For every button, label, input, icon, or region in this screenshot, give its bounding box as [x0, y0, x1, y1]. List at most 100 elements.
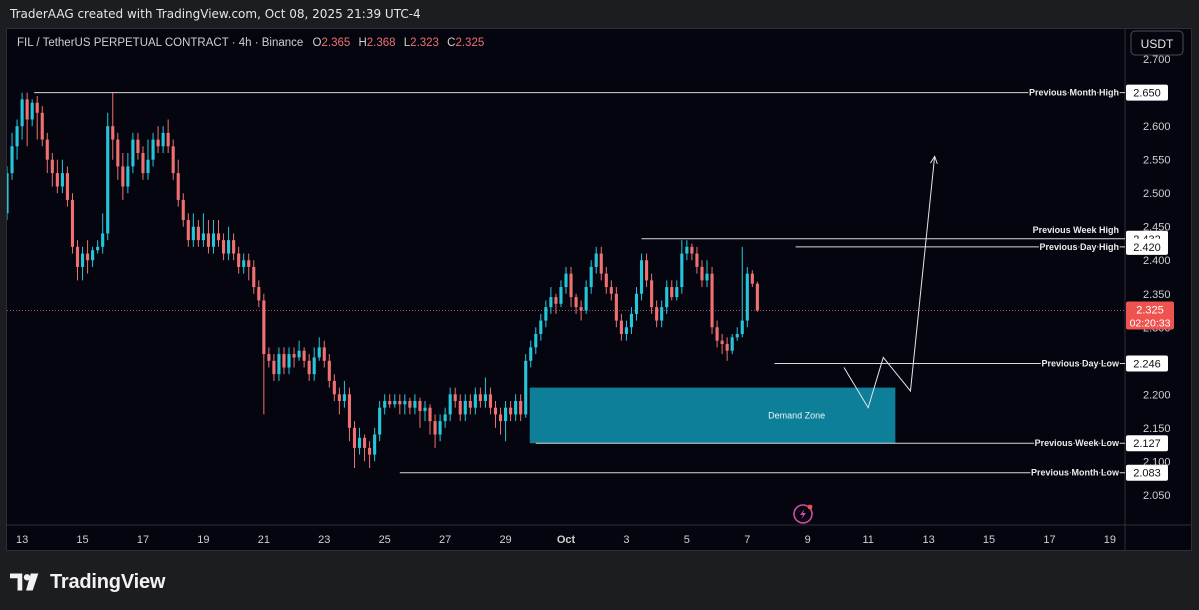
candle-body: [524, 360, 528, 415]
time-axis[interactable]: 13 15 17 19 21 23 25 27 29 Oct 3 5 7 9 11 13 15 17 19: [16, 534, 1116, 546]
open-value: 2.365: [321, 37, 350, 49]
candle-body: [514, 401, 518, 415]
candle-body: [468, 401, 472, 408]
demand-zone: [529, 387, 896, 444]
last-price-tag: [1126, 301, 1174, 330]
level-price-tag: [1126, 464, 1168, 481]
price-axis[interactable]: 2.0502.1002.1502.2002.3002.3502.4002.450…: [1126, 54, 1174, 502]
candle-body: [690, 246, 694, 254]
candle-body: [388, 401, 392, 405]
candle-body: [297, 350, 301, 358]
currency-button[interactable]: USDT: [1141, 37, 1174, 51]
candles: [7, 92, 759, 469]
currency-button-frame[interactable]: [1130, 30, 1184, 56]
candle-body: [201, 233, 205, 241]
time-tick-label: 19: [197, 534, 209, 546]
brand-name: TradingView: [50, 570, 166, 593]
candle-body: [252, 266, 256, 288]
candle-body: [262, 300, 266, 355]
candle-body: [282, 354, 286, 368]
candle-body: [373, 434, 377, 455]
candle-body: [131, 139, 135, 167]
candle-body: [569, 273, 573, 298]
candle-body: [10, 146, 14, 174]
candle-body: [327, 360, 331, 381]
candle-body: [624, 327, 628, 334]
time-tick-label: 13: [16, 534, 28, 546]
time-tick-label: 15: [76, 534, 88, 546]
candle-body: [206, 233, 211, 247]
candle-body: [685, 246, 689, 254]
price-tick-label: 2.200: [1143, 389, 1171, 401]
low-label: L: [404, 37, 411, 49]
price-tick-label: 2.150: [1143, 423, 1171, 435]
candle-body: [196, 226, 200, 241]
candle-body: [247, 260, 251, 267]
candle-body: [337, 394, 341, 401]
candle-body: [30, 102, 34, 120]
candle-body: [614, 293, 618, 321]
candle-body: [478, 394, 482, 401]
candle-body: [584, 287, 588, 311]
candle-body: [35, 102, 39, 113]
candle-body: [307, 360, 311, 375]
high-value: 2.368: [367, 37, 396, 49]
candle-body: [428, 407, 432, 422]
candle-body: [116, 139, 120, 167]
candle-body: [368, 447, 372, 455]
candle-body: [272, 360, 276, 375]
price-tick-label: 2.550: [1143, 155, 1171, 167]
candle-body: [529, 347, 533, 361]
price-tick-label: 2.100: [1143, 456, 1171, 468]
time-tick-label: 13: [922, 534, 934, 546]
candle-body: [619, 320, 623, 334]
candle-body: [232, 240, 236, 254]
time-tick-label: 25: [379, 534, 391, 546]
level-lines: Previous Month High 2.650 Previous Week Hi…: [34, 84, 1168, 481]
candle-body: [740, 320, 744, 334]
demand-zone-layer: Demand Zone: [7, 310, 1125, 444]
candle-body: [448, 394, 452, 415]
candle-body: [579, 307, 583, 311]
tradingview-logo-icon: [10, 573, 39, 591]
candle-body: [96, 246, 100, 251]
candle-body: [634, 293, 639, 314]
candle-body: [216, 233, 221, 241]
level-name-label: Previous Day High: [1039, 242, 1119, 252]
candle-body: [126, 166, 130, 187]
candle-body: [680, 253, 684, 288]
level-price-value: 2.420: [1133, 242, 1161, 254]
level-name-label: Previous Week High: [1033, 225, 1119, 235]
candle-body: [574, 297, 578, 308]
price-chart[interactable]: FIL / TetherUS PERPETUAL CONTRACT · 4h ·…: [7, 29, 1191, 550]
level-price-tag: [1126, 84, 1168, 101]
time-tick-label: 19: [1104, 534, 1116, 546]
time-tick-label: 27: [439, 534, 451, 546]
candle-body: [650, 280, 654, 308]
candle-body: [629, 313, 634, 328]
candle-body: [40, 112, 44, 140]
candle-body: [146, 159, 150, 174]
candle-body: [498, 414, 503, 422]
chart-panel[interactable]: FIL / TetherUS PERPETUAL CONTRACT · 4h ·…: [6, 28, 1192, 551]
level-name-label: Previous Day Low: [1041, 358, 1120, 368]
candle-body: [483, 394, 487, 401]
price-tick-label: 2.350: [1143, 289, 1171, 301]
candle-body: [539, 320, 543, 334]
close-label: C: [447, 37, 455, 49]
candle-body: [423, 407, 427, 412]
candle-body: [645, 260, 649, 281]
candle-body: [211, 233, 216, 247]
lightning-icon[interactable]: [793, 504, 813, 524]
candle-body: [136, 139, 140, 153]
candle-body: [302, 350, 306, 361]
candle-body: [317, 347, 321, 358]
time-tick-label: 9: [805, 534, 811, 546]
time-tick-label: 17: [1043, 534, 1055, 546]
candle-body: [403, 401, 407, 405]
candle-body: [433, 421, 437, 435]
candle-body: [191, 226, 195, 241]
time-tick-label: 7: [744, 534, 750, 546]
candle-body: [292, 354, 296, 358]
demand-zone-label: Demand Zone: [768, 411, 825, 421]
